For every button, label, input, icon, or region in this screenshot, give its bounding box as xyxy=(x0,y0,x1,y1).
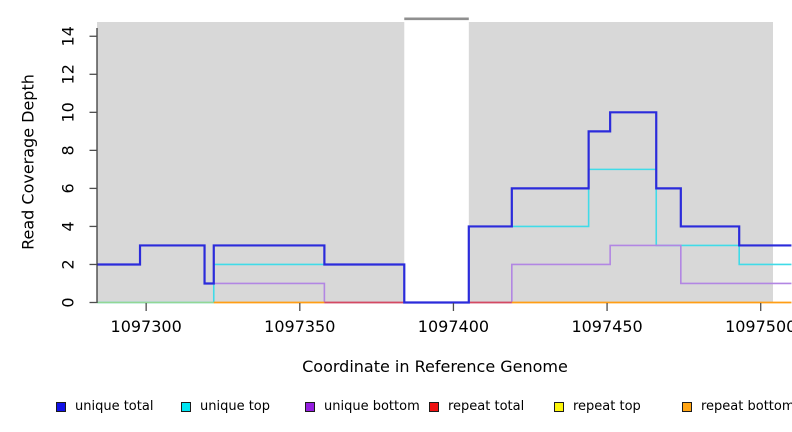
y-tick-label: 14 xyxy=(59,26,78,46)
y-tick-label: 0 xyxy=(59,297,78,307)
y-tick-label: 12 xyxy=(59,64,78,84)
x-tick-label: 1097450 xyxy=(571,317,642,336)
y-tick-label: 4 xyxy=(59,221,78,231)
y-tick-label: 2 xyxy=(59,259,78,269)
y-axis-title: Read Coverage Depth xyxy=(18,74,38,250)
masked-region xyxy=(404,17,469,304)
y-tick-label: 8 xyxy=(59,145,78,155)
y-tick-label: 6 xyxy=(59,183,78,193)
x-tick-label: 1097350 xyxy=(264,317,335,336)
x-axis-title: Coordinate in Reference Genome xyxy=(302,357,568,376)
y-tick-label: 10 xyxy=(59,102,78,122)
x-tick-label: 1097300 xyxy=(111,317,182,336)
x-tick-label: 1097500 xyxy=(725,317,792,336)
series-unique-total-line xyxy=(97,111,792,304)
x-tick-label: 1097400 xyxy=(418,317,489,336)
